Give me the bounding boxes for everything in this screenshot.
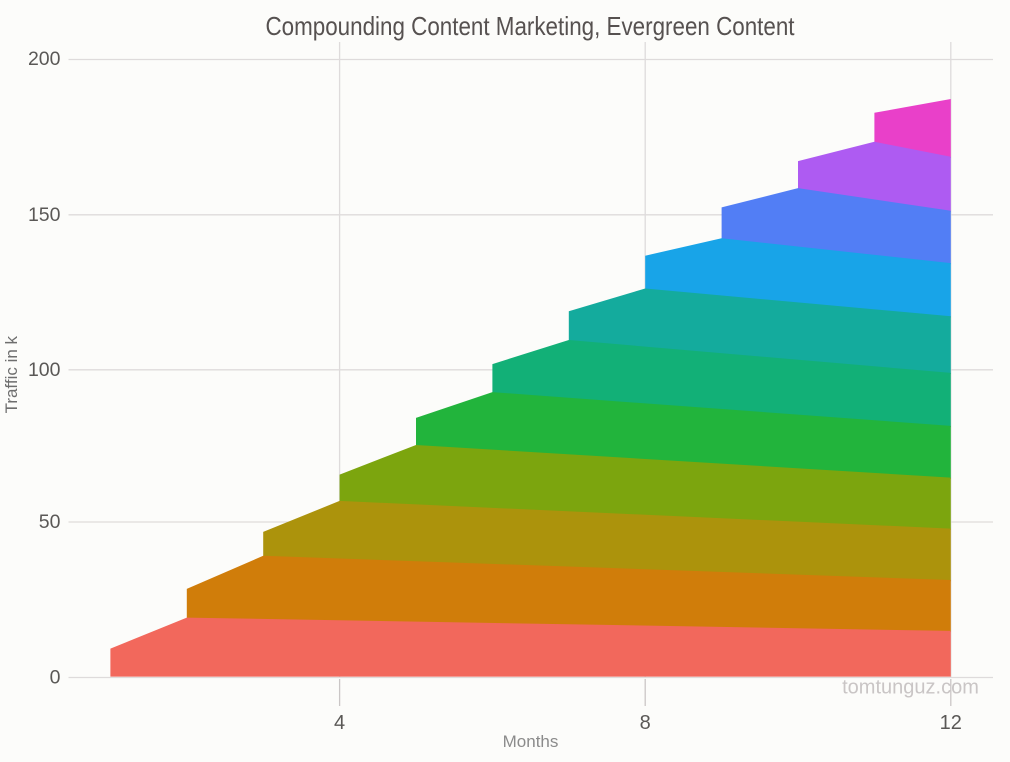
svg-text:Months: Months (503, 732, 559, 751)
svg-text:200: 200 (28, 48, 61, 70)
svg-text:150: 150 (28, 204, 61, 226)
svg-text:8: 8 (640, 712, 651, 734)
svg-text:0: 0 (50, 667, 61, 689)
svg-text:12: 12 (940, 712, 962, 734)
svg-text:tomtunguz.com: tomtunguz.com (842, 677, 979, 699)
svg-text:Compounding Content Marketing,: Compounding Content Marketing, Evergreen… (266, 11, 796, 41)
svg-text:4: 4 (334, 712, 345, 734)
svg-text:Traffic in k: Traffic in k (2, 335, 21, 413)
svg-text:100: 100 (28, 359, 61, 381)
svg-text:50: 50 (39, 511, 61, 533)
